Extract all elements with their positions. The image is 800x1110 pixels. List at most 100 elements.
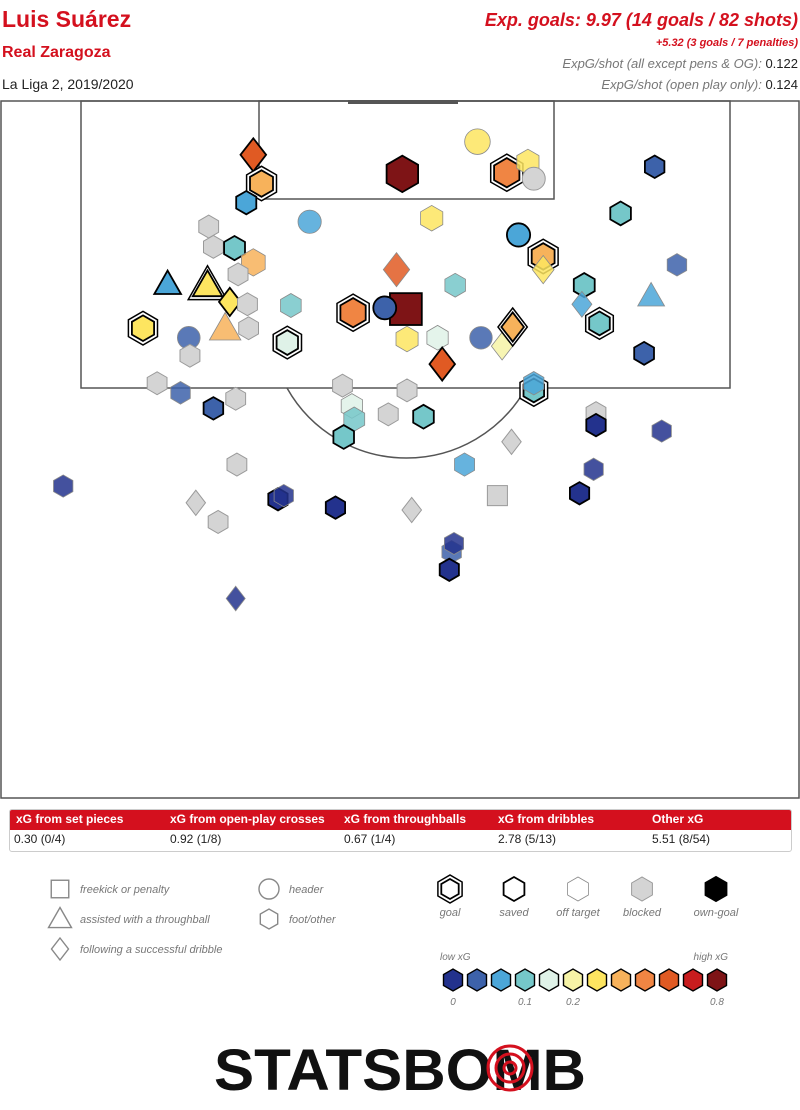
legend-xg-swatch xyxy=(706,968,728,992)
header-open-play-crosses: xG from open-play crosses xyxy=(170,812,325,826)
legend-xg-swatch xyxy=(442,968,464,992)
shot-marker xyxy=(226,452,248,477)
pitch-boundary xyxy=(0,100,800,799)
legend-outcome-own xyxy=(704,875,728,903)
shot-marker xyxy=(531,254,555,285)
shot-marker xyxy=(280,293,302,318)
shot-marker xyxy=(666,253,688,277)
shot-marker xyxy=(401,496,423,524)
shot-marker xyxy=(443,531,465,555)
shot-marker xyxy=(179,343,201,368)
legend-shape-label: following a successful dribble xyxy=(80,944,222,956)
shot-marker xyxy=(571,290,593,318)
shot-marker xyxy=(382,251,411,288)
xg-breakdown-header: xG from set pieces xG from open-play cro… xyxy=(10,810,791,830)
shot-marker xyxy=(633,340,655,366)
legend-low-xg-label: low xG xyxy=(440,952,471,963)
legend-shape-hexagon xyxy=(259,908,279,930)
shot-marker xyxy=(152,268,183,295)
value-dribbles: 2.78 (5/13) xyxy=(498,832,557,846)
legend-xg-tick: 0.1 xyxy=(518,997,532,1008)
shot-marker xyxy=(377,402,399,427)
shot-map xyxy=(0,100,800,799)
shot-marker xyxy=(223,234,246,262)
team-name: Real Zaragoza xyxy=(2,44,111,61)
shot-marker xyxy=(332,373,353,398)
legend-outcome-goal xyxy=(437,874,463,904)
legend-outcome-saved xyxy=(502,875,526,903)
legend-outcome-label: blocked xyxy=(623,907,662,919)
legend-shape-diamond xyxy=(50,936,70,962)
header-throughballs: xG from throughballs xyxy=(344,812,467,826)
xg-per-shot-all-label: ExpG/shot (all except pens & OG): xyxy=(562,56,762,71)
shot-marker xyxy=(444,272,466,298)
shot-marker xyxy=(203,234,224,259)
shot-marker xyxy=(454,452,476,477)
shot-marker xyxy=(297,209,322,234)
goal-line-goal xyxy=(348,100,458,104)
value-other-xg: 5.51 (8/54) xyxy=(652,832,711,846)
legend-shape-label: assisted with a throughball xyxy=(80,914,210,926)
shots-layer xyxy=(53,128,688,612)
shot-marker xyxy=(651,419,672,443)
shot-marker xyxy=(186,264,229,301)
shot-marker xyxy=(237,292,258,317)
shot-marker xyxy=(238,316,259,341)
shot-marker xyxy=(501,428,522,456)
legend-xg-swatch xyxy=(466,968,488,992)
shot-marker xyxy=(53,474,74,498)
legend-shape-label: foot/other xyxy=(289,914,337,926)
legend-outcome-label: saved xyxy=(499,907,529,919)
shot-marker xyxy=(185,489,207,517)
shot-marker xyxy=(332,424,355,450)
legend-shape-label: freekick or penalty xyxy=(80,884,171,896)
penalties-summary: +5.32 (3 goals / 7 penalties) xyxy=(655,37,798,49)
shot-marker xyxy=(486,485,508,507)
xg-per-shot-open-play-value: 0.124 xyxy=(765,77,798,92)
legend: freekick or penalty assisted with a throu… xyxy=(47,874,739,1008)
shot-marker xyxy=(569,481,591,506)
shot-marker xyxy=(438,557,460,582)
legend-outcome-label: goal xyxy=(440,907,461,919)
shot-marker xyxy=(609,200,632,227)
shot-marker xyxy=(583,457,604,481)
xg-breakdown-table: xG from set pieces xG from open-play cro… xyxy=(9,809,792,852)
shot-marker xyxy=(426,324,449,351)
xg-per-shot-open-play: ExpG/shot (open play only): 0.124 xyxy=(601,77,798,92)
legend-xg-swatch xyxy=(490,968,512,992)
legend-xg-tick: 0.2 xyxy=(566,997,580,1008)
shot-marker xyxy=(395,325,419,353)
shot-marker xyxy=(644,154,666,180)
legend-xg-swatch xyxy=(538,968,560,992)
shot-marker xyxy=(637,281,666,307)
shot-marker xyxy=(198,214,220,239)
shot-marker xyxy=(469,326,493,350)
competition-label: La Liga 2, 2019/2020 xyxy=(2,76,134,92)
shot-marker xyxy=(208,311,242,341)
shot-marker xyxy=(225,585,246,612)
player-name: Luis Suárez xyxy=(2,6,132,32)
shot-marker xyxy=(385,154,420,194)
legend-high-xg-label: high xG xyxy=(694,952,729,963)
legend-shape-triangle xyxy=(47,906,73,929)
legend-xg-swatch xyxy=(658,968,680,992)
header-set-pieces: xG from set pieces xyxy=(16,812,124,826)
shot-marker xyxy=(420,204,444,232)
shot-marker xyxy=(572,272,596,299)
shot-marker xyxy=(245,165,278,202)
shot-marker xyxy=(396,378,418,403)
shot-marker xyxy=(585,412,607,438)
logo-target-icon xyxy=(486,1044,534,1092)
shot-marker xyxy=(497,306,529,348)
expected-goals-title: Exp. goals: 9.97 (14 goals / 82 shots) xyxy=(484,10,798,30)
shot-marker xyxy=(273,483,294,508)
legend-xg-swatch xyxy=(562,968,584,992)
shot-marker xyxy=(225,386,247,411)
header-other-xg: Other xG xyxy=(652,812,704,826)
shot-marker xyxy=(428,346,457,383)
statsbomb-logo: STATSBOMB xyxy=(214,1041,586,1096)
xg-per-shot-all-value: 0.122 xyxy=(765,56,798,71)
shot-marker xyxy=(146,371,168,396)
legend-xg-tick: 0.8 xyxy=(710,997,724,1008)
shot-marker xyxy=(372,295,398,321)
